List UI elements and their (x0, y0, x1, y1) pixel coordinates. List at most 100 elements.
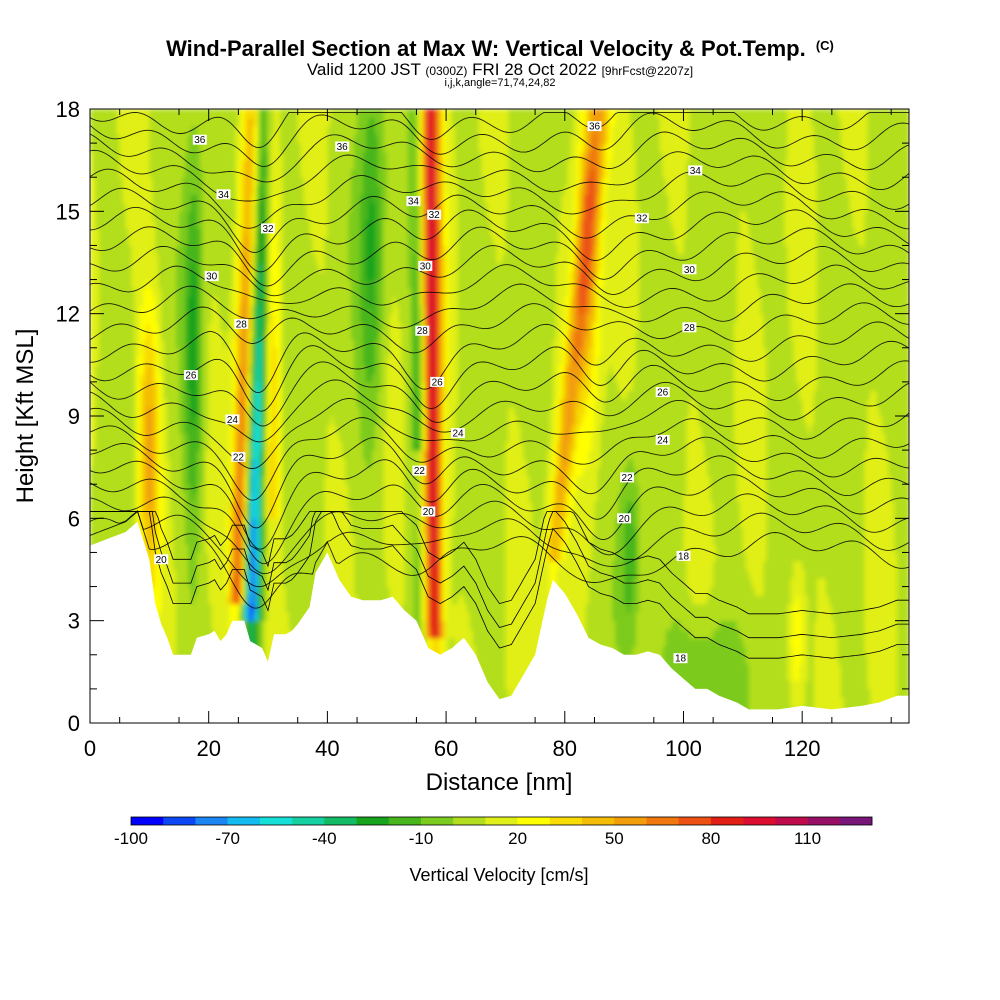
theta-contour (90, 511, 909, 639)
contour-label-text: 26 (185, 371, 197, 382)
theta-contour (90, 187, 909, 253)
y-axis-label: Height [Kft MSL] (12, 329, 39, 504)
contour-label: 20 (617, 513, 632, 525)
theta-contour (90, 283, 909, 329)
theta-contour (90, 168, 909, 229)
x-axis-label: Distance [nm] (426, 769, 573, 796)
theta-contour (90, 511, 909, 659)
colorbar: -100 -70 -40 -10 20 50 80 110 (114, 816, 873, 848)
contour-label: 34 (216, 189, 231, 201)
theta-contour (90, 474, 909, 565)
y-tick-label: 9 (68, 404, 80, 429)
theta-contour (90, 493, 909, 575)
copyright-mark: (C) (816, 38, 834, 53)
colorbar-swatch (131, 817, 164, 825)
theta-contour (90, 245, 909, 297)
colorbar-swatch (646, 817, 679, 825)
colorbar-swatch (388, 817, 422, 825)
colorbar-tick-label: 20 (508, 829, 527, 848)
colorbar-swatch (292, 817, 325, 825)
contour-label-text: 34 (218, 190, 230, 201)
theta-contour (90, 321, 909, 394)
contour-label-text: 26 (657, 388, 669, 399)
contour-label: 28 (415, 325, 430, 337)
theta-contour (90, 455, 909, 550)
contour-label-text: 36 (589, 122, 601, 133)
contour-label: 36 (587, 121, 602, 133)
contour-label: 18 (673, 653, 688, 665)
x-tick-label: 100 (665, 736, 702, 761)
x-tick-label: 40 (315, 736, 339, 761)
theta-contour (90, 226, 909, 287)
contour-label: 34 (406, 196, 421, 208)
contour-label: 36 (335, 141, 350, 153)
colorbar-swatch (453, 817, 486, 825)
colorbar-tick-label: -10 (409, 829, 434, 848)
contour-label-text: 20 (156, 555, 168, 566)
contour-label-text: 32 (262, 224, 274, 235)
x-tick-label: 0 (84, 736, 96, 761)
colorbar-swatch (549, 817, 583, 825)
contour-label-text: 28 (417, 326, 429, 337)
colorbar-swatch (517, 817, 551, 825)
colorbar-swatch (259, 817, 293, 825)
colorbar-swatch (710, 817, 744, 825)
contour-label-text: 36 (194, 135, 206, 146)
contour-label-text: 34 (408, 197, 420, 208)
contour-label: 22 (620, 472, 635, 484)
y-tick-label: 3 (68, 609, 80, 634)
theta-contour (90, 340, 909, 412)
contour-label: 30 (682, 264, 697, 276)
contour-label-text: 26 (432, 377, 444, 388)
colorbar-swatch (614, 817, 647, 825)
terrain (90, 521, 909, 723)
colorbar-swatch (485, 817, 518, 825)
contour-label: 34 (688, 165, 703, 177)
contour-label-text: 20 (423, 507, 435, 518)
contour-label: 32 (427, 209, 442, 221)
y-tick-label: 0 (68, 711, 80, 736)
colorbar-swatch (839, 817, 873, 825)
contour-label-text: 34 (690, 166, 702, 177)
contour-label-text: 24 (227, 415, 239, 426)
y-tick-label: 6 (68, 506, 80, 531)
forecast-info: [9hrFcst@2207z] (602, 64, 694, 78)
y-tick-label: 18 (56, 97, 80, 122)
theta-contour (90, 302, 909, 354)
colorbar-tick-label: -40 (312, 829, 337, 848)
colorbar-label: Vertical Velocity [cm/s] (409, 865, 588, 885)
theta-contour (90, 417, 909, 501)
contour-labels: 36 36 36 34 34 34 32 32 32 30 30 30 28 28 28 26 26 26 24 24… (154, 121, 703, 665)
contour-label: 28 (682, 322, 697, 334)
x-tick-label: 20 (196, 736, 220, 761)
y-tick-label: 15 (56, 199, 80, 224)
colorbar-swatch (420, 817, 454, 825)
chart-valid-time: Valid 1200 JST (0300Z) FRI 28 Oct 2022 [… (0, 60, 1000, 80)
utc-time: (0300Z) (425, 64, 467, 78)
colorbar-tick-label: -100 (114, 829, 148, 848)
contour-label-text: 20 (619, 514, 631, 525)
contour-label: 24 (225, 414, 240, 426)
contour-label-text: 24 (657, 435, 669, 446)
contour-label: 26 (655, 387, 670, 399)
colorbar-tick-label: 50 (605, 829, 624, 848)
colorbar-swatch (356, 817, 390, 825)
colorbar-tick-label: 80 (701, 829, 720, 848)
contour-label-text: 22 (414, 466, 426, 477)
contour-label-text: 30 (420, 261, 432, 272)
contour-label: 36 (192, 134, 207, 146)
chart-indices: i,j,k,angle=71,74,24,82 (0, 77, 1000, 89)
contour-label: 22 (412, 465, 427, 477)
colorbar-swatch (163, 817, 196, 825)
theta-contour (90, 511, 909, 615)
contour-label: 20 (154, 554, 169, 566)
contour-label: 30 (204, 271, 219, 283)
theta-contour (90, 510, 909, 609)
colorbar-swatch (807, 817, 841, 825)
contour-label: 32 (634, 213, 649, 225)
contour-label-text: 24 (452, 429, 464, 440)
theta-contour (90, 436, 909, 529)
